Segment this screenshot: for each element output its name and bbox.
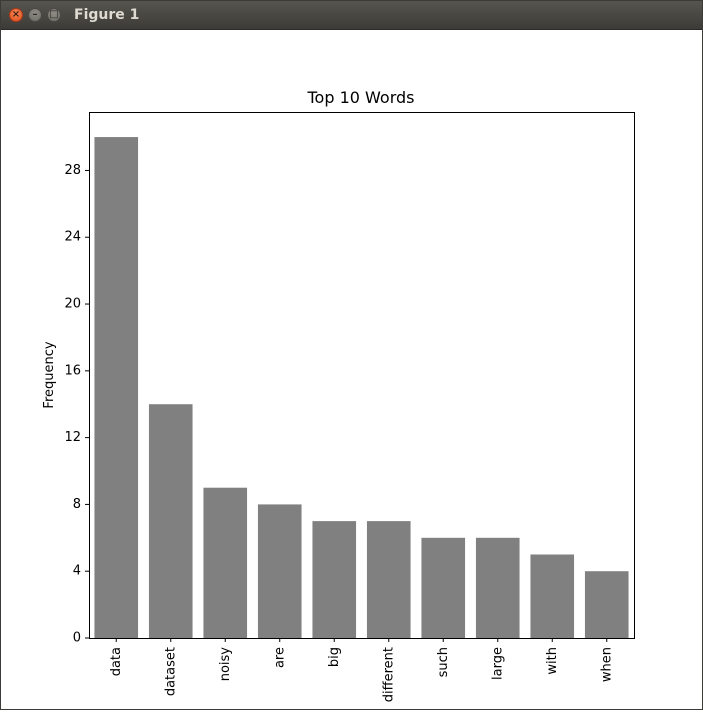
figure-canvas: Top 10 Words Frequency 0 4 8 12 16 20 24 28 dat… <box>1 29 703 711</box>
title-bar: × – □ Figure 1 <box>1 1 702 30</box>
bar-with <box>530 554 575 638</box>
bar-such <box>421 537 466 638</box>
y-tick-label: 12 <box>64 430 81 445</box>
bar-chart: Top 10 Words Frequency 0 4 8 12 16 20 24 28 dat… <box>42 88 635 702</box>
bar-dataset <box>148 404 193 638</box>
bar-data <box>94 137 139 639</box>
bar-are <box>257 504 302 638</box>
bar-different <box>366 521 411 638</box>
close-window-icon[interactable]: × <box>9 8 23 22</box>
y-tick-label: 28 <box>64 163 81 178</box>
x-tick-label: big <box>327 647 342 667</box>
chart-title: Top 10 Words <box>307 88 415 107</box>
x-tick-label: with <box>545 647 560 675</box>
plot-frame <box>89 112 635 639</box>
y-tick-label: 20 <box>64 297 81 312</box>
minimize-window-icon[interactable]: – <box>28 8 42 22</box>
y-tick-label: 0 <box>73 631 81 646</box>
bar-noisy <box>203 487 248 638</box>
bars-group <box>94 137 629 639</box>
x-tick-label: are <box>272 647 287 668</box>
y-axis-label: Frequency <box>42 341 57 408</box>
x-tick-label: noisy <box>218 647 233 682</box>
y-tick-label: 4 <box>73 564 81 579</box>
maximize-window-icon[interactable]: □ <box>47 8 61 22</box>
bar-big <box>312 521 357 638</box>
y-tick-label: 24 <box>64 230 81 245</box>
x-tick-label: large <box>490 647 505 680</box>
bar-large <box>475 537 520 638</box>
y-tick-label: 16 <box>64 363 81 378</box>
y-ticks-group: 0 4 8 12 16 20 24 28 <box>64 163 89 646</box>
x-tick-label: dataset <box>163 647 178 696</box>
bar-when <box>584 571 629 638</box>
y-tick-label: 8 <box>73 497 81 512</box>
x-tick-label: such <box>436 647 451 677</box>
window-title: Figure 1 <box>74 7 140 23</box>
x-tick-label: when <box>599 647 614 682</box>
x-tick-label: data <box>109 647 124 676</box>
x-tick-label: different <box>381 647 396 702</box>
x-ticks-group: data dataset noisy are big different such large… <box>109 638 614 702</box>
